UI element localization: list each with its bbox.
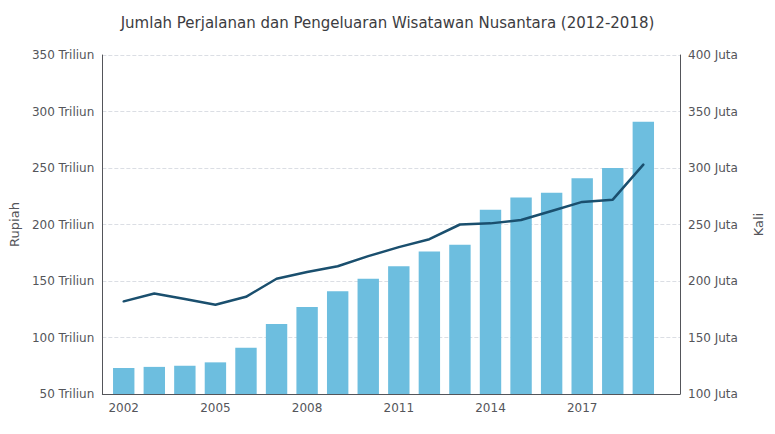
svg-text:Kali: Kali bbox=[751, 213, 766, 237]
svg-text:2014: 2014 bbox=[475, 401, 506, 415]
svg-text:150 Triliun: 150 Triliun bbox=[32, 274, 94, 288]
svg-text:400 Juta: 400 Juta bbox=[688, 48, 738, 62]
svg-text:300 Juta: 300 Juta bbox=[688, 161, 738, 175]
svg-text:Jumlah Perjalanan dan Pengelua: Jumlah Perjalanan dan Pengeluaran Wisata… bbox=[120, 14, 655, 32]
svg-text:200 Triliun: 200 Triliun bbox=[32, 218, 94, 232]
svg-text:250 Juta: 250 Juta bbox=[688, 218, 738, 232]
svg-text:2005: 2005 bbox=[200, 401, 231, 415]
svg-text:350 Juta: 350 Juta bbox=[688, 105, 738, 119]
svg-text:100 Triliun: 100 Triliun bbox=[32, 331, 94, 345]
svg-text:2002: 2002 bbox=[108, 401, 139, 415]
svg-text:Rupiah: Rupiah bbox=[7, 202, 22, 247]
svg-text:200 Juta: 200 Juta bbox=[688, 274, 738, 288]
svg-text:250 Triliun: 250 Triliun bbox=[32, 161, 94, 175]
svg-text:300 Triliun: 300 Triliun bbox=[32, 105, 94, 119]
svg-text:2011: 2011 bbox=[384, 401, 415, 415]
svg-text:100 Juta: 100 Juta bbox=[688, 387, 738, 401]
svg-text:2008: 2008 bbox=[292, 401, 323, 415]
svg-text:2017: 2017 bbox=[567, 401, 598, 415]
svg-text:150 Juta: 150 Juta bbox=[688, 331, 738, 345]
svg-text:50 Triliun: 50 Triliun bbox=[40, 387, 95, 401]
svg-text:350 Triliun: 350 Triliun bbox=[32, 48, 94, 62]
